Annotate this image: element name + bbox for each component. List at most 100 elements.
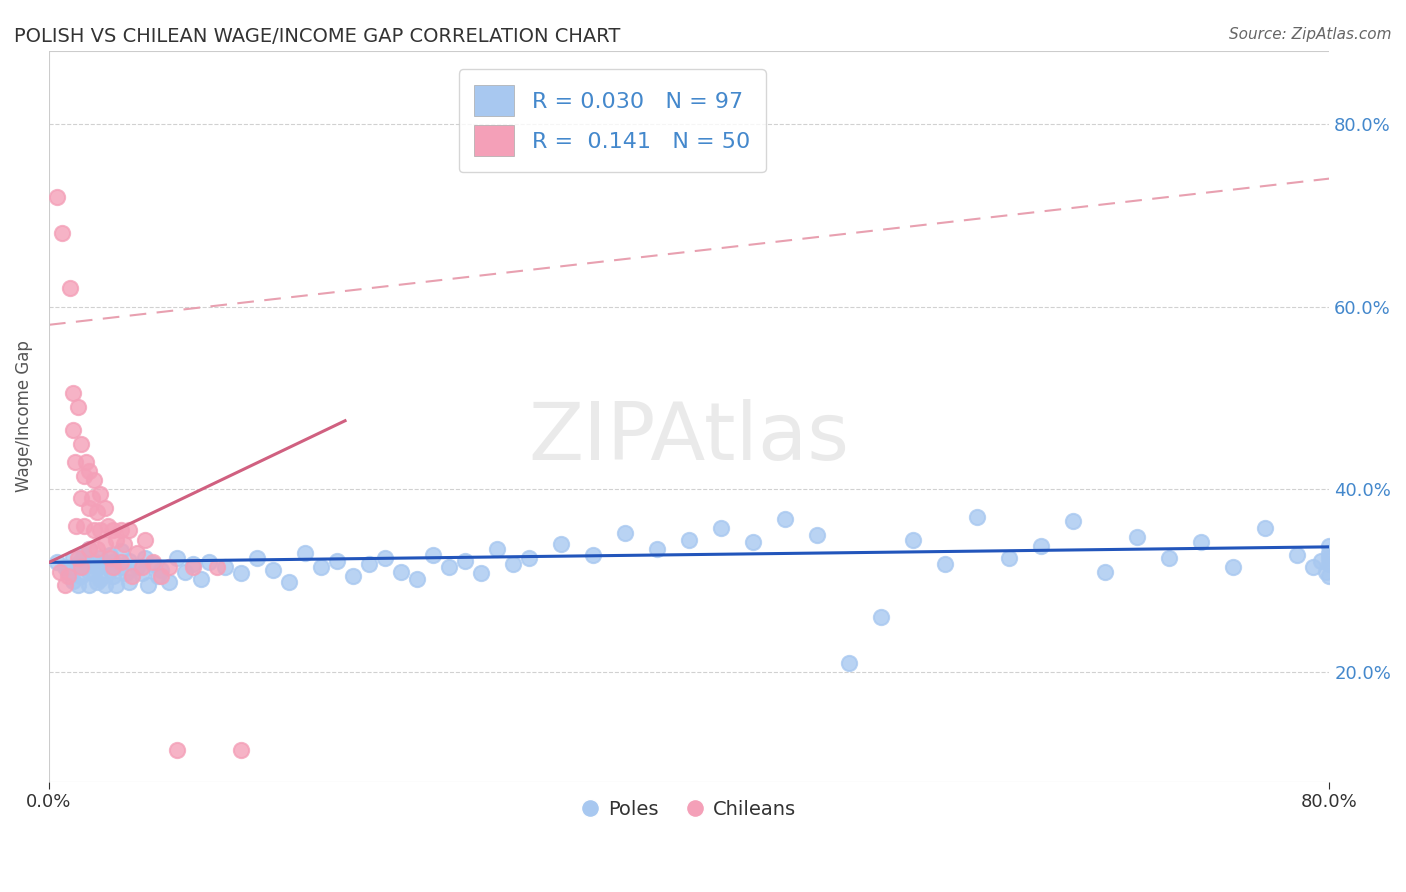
Y-axis label: Wage/Income Gap: Wage/Income Gap [15,340,32,492]
Point [198,555,221,569]
Point [1317,550,1340,565]
Point [77,500,100,515]
Point [1159,550,1181,565]
Point [150,569,173,583]
Point [73,519,96,533]
Point [51,227,73,241]
Point [773,511,796,525]
Point [966,509,988,524]
Point [502,558,524,572]
Point [1317,546,1340,560]
Legend: Poles, Chileans: Poles, Chileans [575,792,804,827]
Point [742,535,765,549]
Point [870,610,893,624]
Point [125,546,148,560]
Point [77,541,100,556]
Point [246,550,269,565]
Point [46,555,69,569]
Point [49,565,72,579]
Point [121,569,143,583]
Point [70,491,93,506]
Point [174,565,197,579]
Point [94,537,117,551]
Point [83,553,105,567]
Point [77,565,100,579]
Point [101,524,124,538]
Point [105,578,128,592]
Point [70,569,93,583]
Point [710,521,733,535]
Point [357,558,380,572]
Point [470,566,492,581]
Point [63,455,86,469]
Point [70,553,93,567]
Point [118,553,141,567]
Point [53,578,76,592]
Point [73,468,96,483]
Point [86,560,108,574]
Point [94,578,117,592]
Point [181,560,204,574]
Point [1317,558,1340,572]
Point [62,550,84,565]
Point [89,524,111,538]
Point [94,558,117,572]
Point [62,423,84,437]
Point [110,544,132,558]
Point [101,555,124,569]
Point [205,560,228,574]
Point [82,491,104,506]
Point [56,569,79,583]
Point [678,533,700,547]
Point [89,487,111,501]
Point [56,565,79,579]
Point [97,519,120,533]
Point [166,742,188,756]
Point [86,505,108,519]
Point [374,550,396,565]
Point [146,569,169,583]
Point [131,566,153,581]
Point [1317,569,1340,583]
Point [309,560,332,574]
Text: POLISH VS CHILEAN WAGE/INCOME GAP CORRELATION CHART: POLISH VS CHILEAN WAGE/INCOME GAP CORREL… [14,27,620,45]
Point [150,563,173,577]
Point [62,574,84,588]
Point [142,555,165,569]
Point [101,560,124,574]
Point [73,560,96,574]
Point [125,560,148,574]
Point [83,566,105,581]
Point [806,528,828,542]
Point [70,436,93,450]
Point [181,558,204,572]
Point [101,569,124,583]
Point [83,524,105,538]
Point [326,553,349,567]
Point [118,524,141,538]
Point [1189,535,1212,549]
Point [131,560,153,574]
Point [98,563,121,577]
Point [77,464,100,478]
Point [157,575,180,590]
Text: Source: ZipAtlas.com: Source: ZipAtlas.com [1229,27,1392,42]
Point [1094,565,1116,579]
Point [214,560,236,574]
Point [98,550,121,565]
Point [66,400,89,414]
Point [83,473,105,487]
Point [73,548,96,562]
Point [1254,521,1277,535]
Point [62,386,84,401]
Point [66,550,89,565]
Point [1286,548,1309,562]
Point [614,526,637,541]
Point [645,541,668,556]
Point [46,190,69,204]
Point [110,524,132,538]
Point [190,572,212,586]
Point [1062,514,1084,528]
Point [229,742,252,756]
Point [118,575,141,590]
